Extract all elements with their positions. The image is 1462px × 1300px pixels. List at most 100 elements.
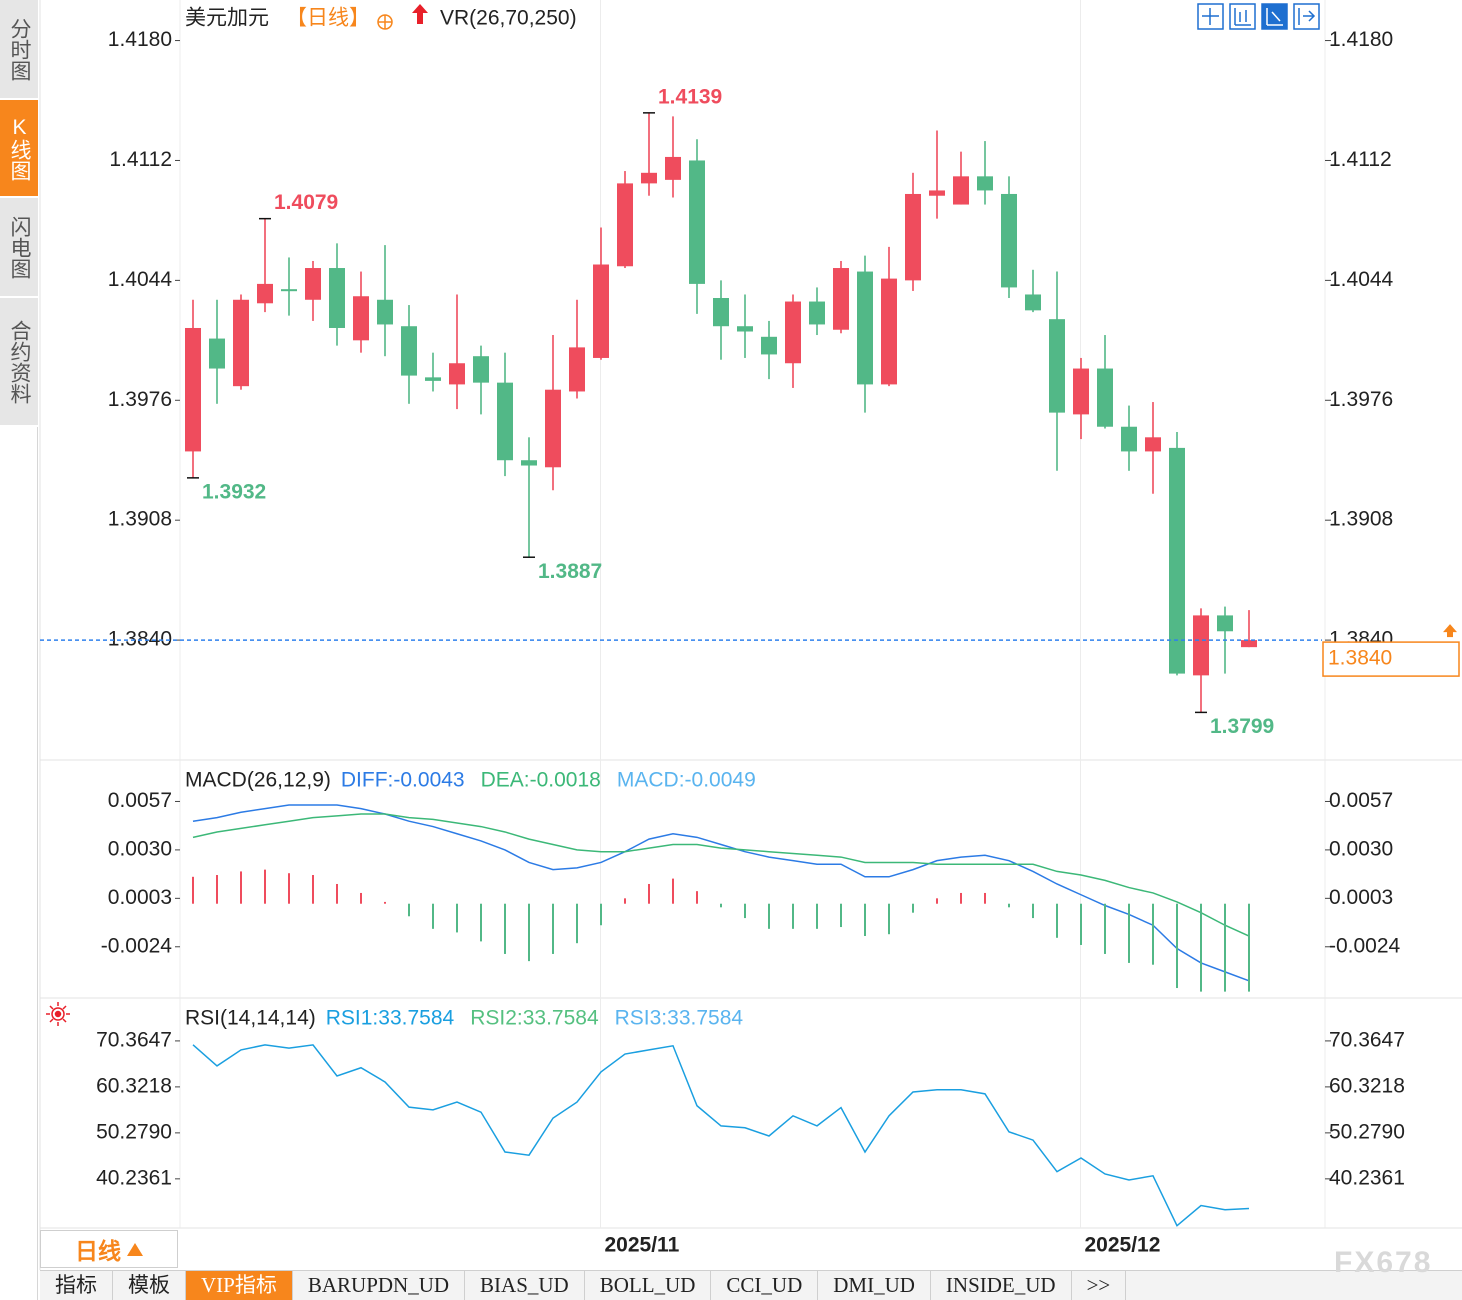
candle-body <box>737 326 753 332</box>
side-tab[interactable]: 合约资料 <box>0 298 38 427</box>
price-label: 1.3840 <box>1328 647 1392 670</box>
candle-body <box>929 190 945 196</box>
macd-bar <box>1104 903 1106 954</box>
y-tick-label: 40.2361 <box>1329 1166 1405 1189</box>
price-arrow <box>1443 624 1457 633</box>
tab[interactable]: BOLL_UD <box>584 1271 712 1300</box>
side-tab[interactable]: 分时图 <box>0 0 38 100</box>
legend-title: RSI(14,14,14) <box>185 1007 316 1030</box>
legend-item: MACD:-0.0049 <box>617 769 756 792</box>
candle-body <box>953 176 969 205</box>
tab[interactable]: 模板 <box>113 1271 186 1300</box>
y-tick-label: 1.3840 <box>108 628 172 651</box>
candle-body <box>857 271 873 385</box>
tab[interactable]: INSIDE_UD <box>930 1271 1072 1300</box>
macd-bar <box>216 875 218 904</box>
candle-body <box>425 377 441 381</box>
macd-bar <box>1248 903 1250 992</box>
candle-body <box>785 301 801 364</box>
macd-bar <box>720 903 722 908</box>
indicator-arrow[interactable] <box>412 4 428 24</box>
candle-body <box>593 264 609 358</box>
settings-icon[interactable] <box>46 1002 70 1026</box>
macd-bar <box>768 903 770 929</box>
macd-bar <box>360 892 362 904</box>
macd-bar <box>1056 903 1058 938</box>
period-label[interactable]: 【日线】 <box>286 7 370 30</box>
legend-item: DIFF:-0.0043 <box>341 769 465 792</box>
tab[interactable]: CCI_UD <box>711 1271 819 1300</box>
toolbar[interactable] <box>1197 3 1320 30</box>
macd-bar <box>1224 903 1226 992</box>
y-tick-label: 1.4044 <box>1329 268 1394 291</box>
candle-body <box>713 298 729 327</box>
macd-bar <box>792 903 794 929</box>
period-button-label[interactable]: 日线 <box>75 1238 121 1264</box>
macd-bar <box>648 883 650 904</box>
side-tab[interactable]: 闪电图 <box>0 198 38 298</box>
period-button[interactable]: 日线 <box>40 1230 178 1268</box>
candle-body <box>449 363 465 385</box>
indicator-label[interactable]: VR(26,70,250) <box>440 7 577 30</box>
indicator-line <box>192 804 1250 982</box>
y-tick-label: 0.0003 <box>1329 886 1393 909</box>
macd-bar <box>744 903 746 919</box>
price-label-box <box>1322 641 1460 677</box>
candle-body <box>1025 294 1041 311</box>
candle-body <box>233 299 249 387</box>
y-tick-label: 1.4180 <box>108 28 172 51</box>
candle-body <box>185 327 201 452</box>
tab[interactable]: BIAS_UD <box>465 1271 585 1300</box>
chart-title: 美元加元 <box>185 7 269 30</box>
side-tab[interactable]: K线图 <box>0 100 38 198</box>
tab[interactable]: VIP指标 <box>186 1271 293 1300</box>
tab[interactable]: DMI_UD <box>818 1271 931 1300</box>
macd-bar <box>672 878 674 904</box>
candle-body <box>1097 368 1113 427</box>
candle-body <box>881 278 897 385</box>
y-tick-label: 1.3976 <box>1329 388 1393 411</box>
y-tick-label: 70.3647 <box>1329 1028 1405 1051</box>
y-tick-label: -0.0024 <box>1329 934 1401 957</box>
extreme-label: 1.4139 <box>658 85 722 108</box>
candle-body <box>497 382 513 461</box>
tab[interactable]: >> <box>1071 1271 1127 1300</box>
tab[interactable]: BARUPDN_UD <box>292 1271 466 1300</box>
candle-body <box>401 326 417 376</box>
y-tick-label: 0.0003 <box>108 886 172 909</box>
candle-body <box>641 172 657 184</box>
macd-bar <box>888 903 890 935</box>
y-tick-label: 1.4044 <box>108 268 173 291</box>
legend-item: RSI2:33.7584 <box>470 1007 599 1030</box>
extreme-label: 1.3887 <box>538 560 602 583</box>
macd-bar <box>312 875 314 904</box>
candle-body <box>905 193 921 281</box>
candle-body <box>761 336 777 355</box>
candle-body <box>1169 447 1185 674</box>
candle-body <box>617 183 633 267</box>
macd-bar <box>1176 903 1178 989</box>
macd-bar <box>816 903 818 929</box>
macd-bar <box>960 892 962 904</box>
y-tick-label: 60.3218 <box>96 1074 172 1097</box>
macd-bar <box>432 903 434 929</box>
candle-body <box>1073 368 1089 415</box>
legend-item: RSI3:33.7584 <box>615 1007 744 1030</box>
extreme-label: 1.4079 <box>274 191 338 214</box>
legend-item: DEA:-0.0018 <box>481 769 601 792</box>
macd-bar <box>192 876 194 904</box>
macd-bar <box>1008 903 1010 908</box>
macd-bar <box>1200 903 1202 992</box>
candle-body <box>977 176 993 191</box>
candle-body <box>1121 426 1137 452</box>
macd-bar <box>936 898 938 904</box>
tab[interactable]: 指标 <box>40 1271 113 1300</box>
candle-body <box>809 301 825 325</box>
y-tick-label: 0.0057 <box>1329 789 1393 812</box>
add-icon[interactable] <box>377 14 393 30</box>
period-button-arrow[interactable] <box>127 1242 143 1256</box>
y-tick-label: 60.3218 <box>1329 1074 1405 1097</box>
y-tick-label: 0.0030 <box>1329 837 1393 860</box>
y-tick-label: 1.3908 <box>1329 508 1393 531</box>
